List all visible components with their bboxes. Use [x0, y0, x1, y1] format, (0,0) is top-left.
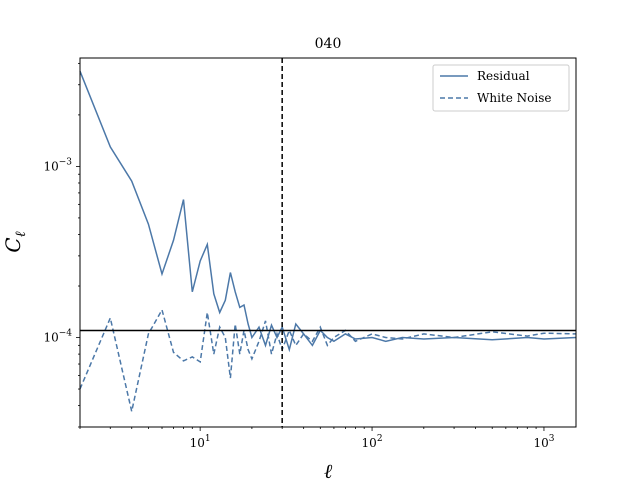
y-axis-ticks: 10−410−3: [43, 62, 80, 428]
y-tick-label-exponent: −4: [59, 329, 73, 339]
x-tick-label-exponent: 2: [377, 434, 383, 444]
chart-title: 040: [315, 36, 342, 52]
x-axis-label: ℓ: [324, 459, 333, 480]
legend-residual-label: Residual: [477, 69, 530, 83]
x-tick-label-base: 10: [533, 436, 548, 450]
y-axis-label-main: C: [1, 237, 25, 252]
reference-lines: [80, 58, 576, 427]
legend-white-noise-label: White Noise: [477, 91, 551, 105]
plot-frame: [79, 57, 577, 428]
x-tick-label-exponent: 3: [549, 434, 555, 444]
x-tick-label: 102: [362, 434, 383, 450]
y-tick-label-exponent: −3: [59, 157, 73, 167]
y-axis-label-subscript: ℓ: [13, 231, 29, 237]
legend: Residual White Noise: [432, 64, 570, 112]
x-tick-label: 103: [533, 434, 554, 450]
y-tick-label: 10−3: [43, 157, 72, 173]
x-tick-label: 101: [190, 434, 211, 450]
x-tick-label-exponent: 1: [205, 434, 211, 444]
y-axis-label: Cℓ: [1, 231, 29, 252]
series-line-white-noise: [79, 307, 577, 412]
y-tick-label: 10−4: [43, 329, 72, 345]
x-tick-label-base: 10: [190, 436, 205, 450]
series-layer: [79, 70, 577, 412]
y-tick-label-base: 10: [43, 331, 58, 345]
x-tick-label-base: 10: [362, 436, 377, 450]
x-axis-ticks: 101 102 103: [79, 427, 555, 450]
y-tick-label-base: 10: [43, 159, 58, 173]
